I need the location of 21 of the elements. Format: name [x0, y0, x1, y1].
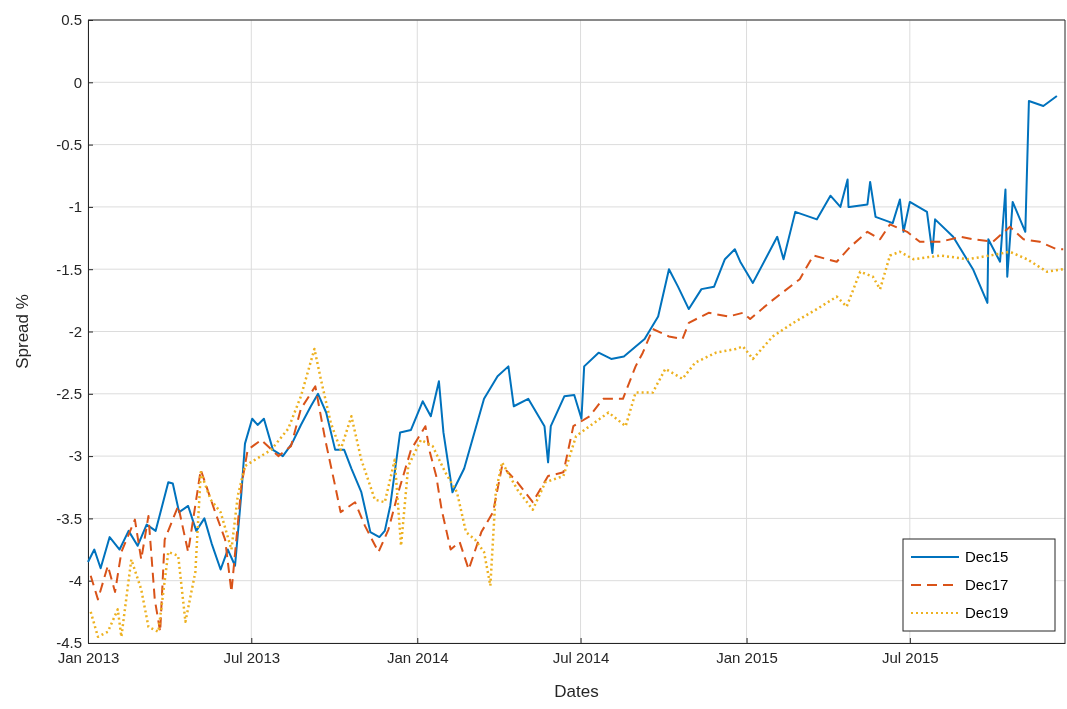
y-tick-label: 0.5 — [61, 11, 82, 29]
legend-label: Dec19 — [965, 604, 1009, 621]
x-tick-label: Jul 2013 — [223, 648, 281, 666]
line-series — [87, 95, 1058, 571]
y-tick-label: -3.5 — [56, 509, 82, 527]
y-tick-label: -1.5 — [56, 260, 82, 278]
legend-label: Dec17 — [965, 576, 1009, 593]
y-tick-label: -1 — [68, 198, 82, 216]
x-tick-label: Jul 2014 — [552, 648, 610, 666]
x-tick-label: Jan 2014 — [386, 648, 449, 666]
y-tick-label: -4 — [68, 572, 82, 589]
y-tick-label: -2 — [68, 322, 82, 340]
legend-label: Dec15 — [965, 548, 1009, 565]
y-tick-label: -3 — [68, 447, 82, 465]
x-axis-title: Dates — [554, 682, 599, 701]
y-axis-title: Spread % — [13, 294, 32, 369]
x-tick-label: Jul 2015 — [881, 648, 939, 666]
y-tick-label: -2.5 — [56, 385, 82, 403]
y-tick-label: -0.5 — [56, 135, 82, 153]
y-tick-label: 0 — [73, 73, 82, 91]
x-tick-label: Jan 2015 — [716, 648, 778, 666]
